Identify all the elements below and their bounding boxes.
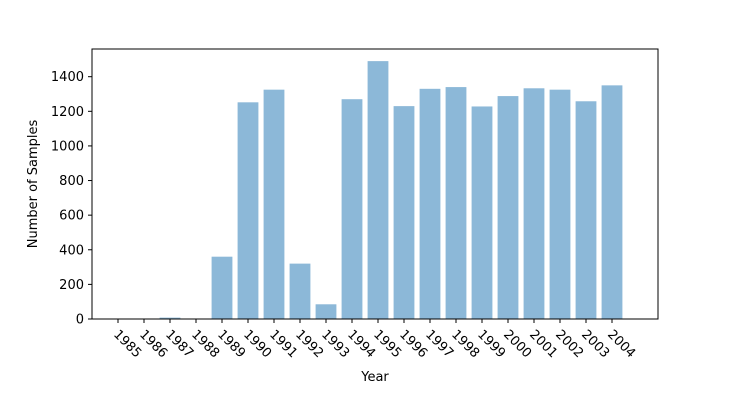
bar-1994 — [341, 99, 363, 319]
bar-1991 — [263, 89, 285, 319]
x-tick-label-2000: 2000 — [500, 327, 534, 361]
y-tick-label-1000: 1000 — [51, 139, 84, 154]
x-tick-label-1991: 1991 — [266, 327, 300, 361]
bar-2002 — [549, 89, 571, 319]
x-tick-label-1998: 1998 — [448, 327, 482, 361]
x-tick-label-1989: 1989 — [214, 327, 248, 361]
bar-1993 — [315, 304, 337, 319]
plot-frame — [91, 48, 659, 320]
x-tick-label-2004: 2004 — [604, 327, 638, 361]
bar-1987 — [159, 317, 181, 319]
bar-2003 — [575, 101, 597, 320]
x-axis: 1985198619871988198919901991199219931994… — [110, 319, 638, 361]
x-tick-label-1990: 1990 — [240, 327, 274, 361]
y-tick-label-200: 200 — [59, 278, 84, 293]
y-axis-label: Number of Samples — [26, 120, 41, 249]
y-tick-label-800: 800 — [59, 174, 84, 189]
x-tick-label-1987: 1987 — [162, 327, 196, 361]
bar-1997 — [419, 88, 441, 319]
bar-2000 — [497, 96, 519, 319]
bars-group — [107, 61, 623, 320]
x-tick-label-1992: 1992 — [292, 327, 326, 361]
y-tick-label-600: 600 — [59, 209, 84, 224]
x-tick-label-1996: 1996 — [396, 327, 430, 361]
x-tick-label-2003: 2003 — [578, 327, 612, 361]
x-tick-label-1993: 1993 — [318, 327, 352, 361]
bar-1992 — [289, 263, 311, 319]
x-tick-label-1995: 1995 — [370, 327, 404, 361]
bar-1990 — [237, 102, 259, 319]
bar-1999 — [471, 106, 493, 320]
x-tick-label-1986: 1986 — [136, 327, 170, 361]
x-tick-label-1988: 1988 — [188, 327, 222, 361]
bar-1996 — [393, 106, 415, 320]
y-tick-label-0: 0 — [76, 313, 84, 328]
bar-1998 — [445, 87, 467, 319]
y-tick-label-1200: 1200 — [51, 105, 84, 120]
bar-2001 — [523, 88, 545, 319]
x-axis-label: Year — [360, 370, 389, 385]
x-tick-label-1999: 1999 — [474, 327, 508, 361]
bar-1989 — [211, 256, 233, 319]
x-tick-label-1994: 1994 — [344, 327, 378, 361]
y-tick-label-400: 400 — [59, 243, 84, 258]
x-tick-label-1997: 1997 — [422, 327, 456, 361]
bar-1995 — [367, 61, 389, 320]
y-tick-label-1400: 1400 — [51, 70, 84, 85]
x-tick-label-2001: 2001 — [526, 327, 560, 361]
x-tick-label-2002: 2002 — [552, 327, 586, 361]
bar-2004 — [601, 85, 623, 319]
x-tick-label-1985: 1985 — [110, 327, 144, 361]
y-axis: 0 200 400 600 800 1000 1200 1400 — [51, 70, 92, 328]
